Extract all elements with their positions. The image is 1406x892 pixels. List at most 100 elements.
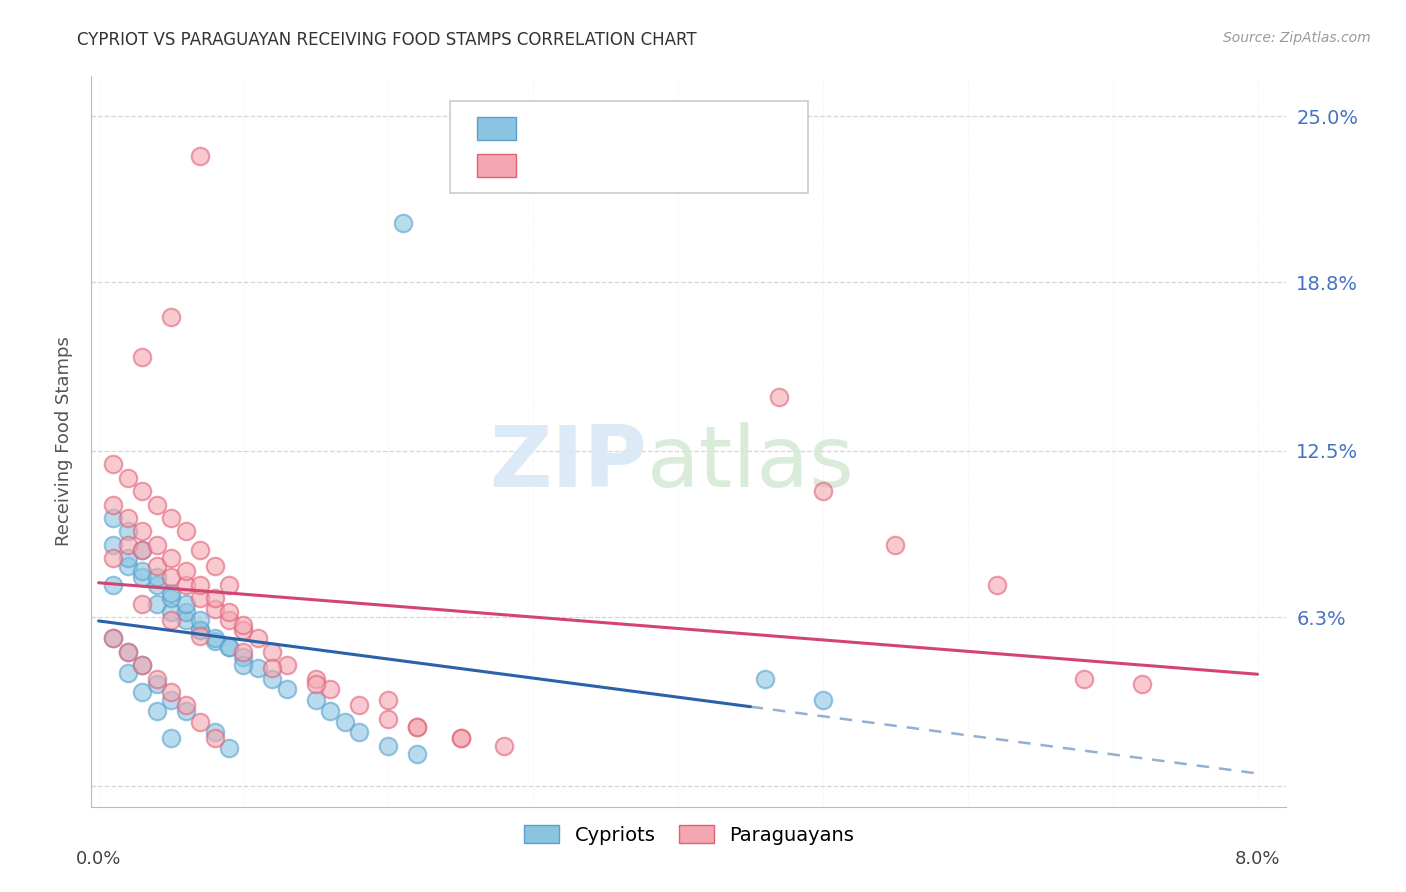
Point xyxy=(349,725,371,739)
Point xyxy=(406,720,429,734)
Point xyxy=(188,714,211,729)
Point xyxy=(319,704,342,718)
Bar xyxy=(478,117,516,140)
Point xyxy=(232,658,254,673)
Point xyxy=(204,725,226,739)
Text: -0.086: -0.086 xyxy=(589,156,658,175)
Point xyxy=(188,578,211,592)
Point xyxy=(218,578,240,592)
Point xyxy=(262,661,284,675)
Point xyxy=(131,570,153,584)
Text: 51: 51 xyxy=(761,120,787,138)
Point xyxy=(333,714,356,729)
Point xyxy=(174,605,197,619)
Point xyxy=(884,538,907,552)
Point xyxy=(276,682,298,697)
Point xyxy=(117,559,139,574)
Point xyxy=(160,685,183,699)
Point xyxy=(174,524,197,539)
Point xyxy=(174,597,197,611)
Point xyxy=(188,543,211,558)
Point xyxy=(131,658,153,673)
Text: ZIP: ZIP xyxy=(489,422,647,505)
Legend: Cypriots, Paraguayans: Cypriots, Paraguayans xyxy=(516,817,862,853)
Point xyxy=(232,645,254,659)
Point xyxy=(232,618,254,632)
Point xyxy=(188,613,211,627)
Point xyxy=(188,624,211,638)
Point xyxy=(131,658,153,673)
Point xyxy=(218,640,240,654)
Point xyxy=(145,597,167,611)
Point xyxy=(392,216,415,230)
Point xyxy=(188,149,211,163)
Point xyxy=(160,310,183,324)
Point xyxy=(145,498,167,512)
Point xyxy=(145,672,167,686)
Point xyxy=(117,471,139,485)
Y-axis label: Receiving Food Stamps: Receiving Food Stamps xyxy=(55,336,73,547)
Point xyxy=(305,672,328,686)
Point xyxy=(117,666,139,681)
Point xyxy=(174,578,197,592)
Point xyxy=(232,650,254,665)
Point xyxy=(101,551,124,566)
Text: R =: R = xyxy=(537,120,579,138)
Point xyxy=(276,658,298,673)
Point xyxy=(305,693,328,707)
Point xyxy=(145,538,167,552)
Text: 0.0%: 0.0% xyxy=(76,850,121,868)
Point xyxy=(131,685,153,699)
Point xyxy=(145,704,167,718)
Point xyxy=(160,605,183,619)
Point xyxy=(494,739,516,753)
Point xyxy=(1130,677,1153,691)
Point xyxy=(160,511,183,525)
Point xyxy=(204,634,226,648)
Point xyxy=(246,661,269,675)
Point xyxy=(145,570,167,584)
Point xyxy=(246,632,269,646)
Point xyxy=(406,720,429,734)
Point xyxy=(204,559,226,574)
Point xyxy=(232,624,254,638)
Point xyxy=(117,538,139,552)
Point xyxy=(450,731,472,745)
Point xyxy=(101,511,124,525)
Point xyxy=(160,591,183,606)
Point xyxy=(1073,672,1095,686)
Point xyxy=(377,693,399,707)
Point xyxy=(305,677,328,691)
Point xyxy=(131,543,153,558)
Point xyxy=(218,605,240,619)
Point xyxy=(131,543,153,558)
Text: CYPRIOT VS PARAGUAYAN RECEIVING FOOD STAMPS CORRELATION CHART: CYPRIOT VS PARAGUAYAN RECEIVING FOOD STA… xyxy=(77,31,697,49)
Point xyxy=(117,551,139,566)
Point xyxy=(160,586,183,600)
Point xyxy=(101,538,124,552)
Point xyxy=(319,682,342,697)
Point xyxy=(262,672,284,686)
Point xyxy=(117,511,139,525)
Text: N =: N = xyxy=(690,120,747,138)
Point xyxy=(218,640,240,654)
Point xyxy=(145,677,167,691)
Point xyxy=(131,565,153,579)
Point xyxy=(377,739,399,753)
Point xyxy=(131,597,153,611)
Point xyxy=(101,458,124,472)
Point xyxy=(262,645,284,659)
Point xyxy=(160,551,183,566)
Text: 65: 65 xyxy=(761,156,787,175)
Point xyxy=(101,632,124,646)
Point xyxy=(204,632,226,646)
Point xyxy=(160,570,183,584)
Point xyxy=(160,731,183,745)
Point xyxy=(204,602,226,616)
Text: Source: ZipAtlas.com: Source: ZipAtlas.com xyxy=(1223,31,1371,45)
Point xyxy=(218,613,240,627)
Bar xyxy=(478,154,516,178)
Point xyxy=(160,693,183,707)
Point xyxy=(174,698,197,713)
Point xyxy=(204,731,226,745)
